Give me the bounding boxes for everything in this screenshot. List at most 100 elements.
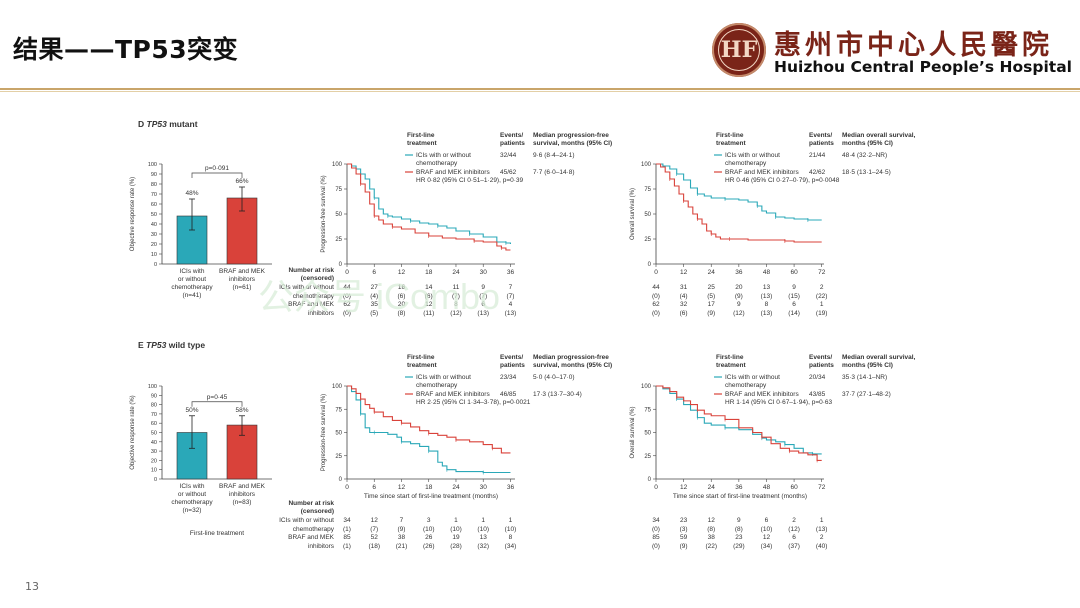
km-legend-median-header: survival, months (95% CI) (533, 362, 612, 369)
risk-table-title: (censored) (301, 275, 334, 282)
risk-censored: (0) (652, 526, 660, 533)
km-legend-events-header: patients (809, 140, 834, 147)
risk-count: 7 (400, 517, 404, 524)
km-y-tick-label: 50 (644, 212, 651, 218)
risk-count: 34 (343, 517, 351, 524)
risk-censored: (34) (505, 543, 517, 550)
km-legend-group-label: BRAF and MEK inhibitors (725, 391, 799, 398)
km-x-tick-label: 12 (398, 484, 406, 491)
risk-censored: (12) (788, 526, 800, 533)
orr-category-label: or without (178, 276, 206, 283)
risk-censored: (7) (452, 293, 460, 300)
risk-table-title: (censored) (301, 508, 334, 515)
orr-y-tick-label: 20 (151, 242, 157, 248)
risk-table-group-label: ICIs with or without (279, 284, 334, 291)
km-legend-header: treatment (407, 140, 437, 147)
km-x-tick-label: 0 (654, 269, 658, 276)
risk-count: 1 (820, 301, 824, 308)
risk-count: 12 (371, 517, 379, 524)
risk-censored: (5) (370, 310, 378, 317)
km-legend-group-label: chemotherapy (725, 160, 767, 167)
risk-count: 62 (343, 301, 351, 308)
km-curve (347, 163, 511, 251)
km-y-tick-label: 50 (335, 212, 342, 218)
panel-E: E TP53 wild type 0102030405060708090100Ob… (130, 340, 916, 550)
km-y-tick-label: 75 (335, 407, 342, 413)
km-legend-events: 20/34 (809, 374, 826, 381)
risk-censored: (9) (680, 543, 688, 550)
risk-count: 31 (680, 284, 688, 291)
km-legend-median: 17·3 (13·7–30·4) (533, 391, 582, 398)
risk-count: 35 (371, 301, 379, 308)
orr-y-tick-label: 100 (148, 384, 157, 390)
km-x-tick-label: 24 (708, 484, 716, 491)
km-legend-median-header: survival, months (95% CI) (533, 140, 612, 147)
km-x-tick-label: 30 (480, 484, 488, 491)
orr-category-label: ICIs with (180, 268, 205, 275)
orr-y-tick-label: 10 (151, 252, 157, 258)
km-hazard-ratio: HR 0·82 (95% CI 0·51–1·29), p=0·39 (416, 177, 524, 184)
risk-table-title: Number at risk (288, 267, 334, 274)
km-y-axis-label: Progression-free survival (%) (321, 175, 327, 252)
km-legend-header: treatment (716, 362, 746, 369)
risk-censored: (9) (707, 310, 715, 317)
orr-category-label: ICIs with (180, 483, 205, 490)
risk-count: 12 (708, 517, 716, 524)
km-legend-median: 18·5 (13·1–24·5) (842, 169, 891, 176)
risk-censored: (19) (816, 310, 828, 317)
km-legend-group-label: ICIs with or without (416, 374, 471, 381)
orr-y-tick-label: 10 (151, 468, 157, 474)
km-legend-header: First-line (716, 132, 744, 139)
km-x-tick-label: 12 (398, 269, 406, 276)
km-legend-events-header: Events/ (500, 354, 523, 361)
risk-count: 23 (735, 534, 743, 541)
risk-count: 8 (765, 301, 769, 308)
km-legend-events: 42/62 (809, 169, 826, 176)
km-legend-median: 37·7 (27·1–48·2) (842, 391, 891, 398)
km-curve (347, 163, 512, 244)
orr-value-label: 48% (185, 190, 198, 197)
orr-y-tick-label: 60 (151, 421, 157, 427)
risk-count: 38 (708, 534, 716, 541)
orr-category-label: (n=41) (183, 292, 202, 299)
risk-censored: (4) (680, 293, 688, 300)
orr-category-label: chemotherapy (171, 499, 213, 506)
risk-table-title: Number at risk (288, 500, 334, 507)
km-y-tick-label: 75 (644, 187, 651, 193)
risk-censored: (7) (506, 293, 514, 300)
km-legend-events: 21/44 (809, 152, 826, 159)
risk-table-group-label: inhibitors (308, 543, 335, 550)
km-legend-median-header: Median progression-free (533, 132, 609, 139)
risk-count: 85 (652, 534, 660, 541)
risk-table-group-label: inhibitors (308, 310, 335, 317)
title-divider-thin (0, 91, 1080, 92)
risk-count: 62 (652, 301, 660, 308)
risk-count: 1 (820, 517, 824, 524)
orr-category-label: (n=83) (233, 499, 252, 506)
orr-category-label: chemotherapy (171, 284, 213, 291)
km-legend-group-label: BRAF and MEK inhibitors (725, 169, 799, 176)
km-legend-events-header: patients (500, 140, 525, 147)
km-x-tick-label: 24 (452, 484, 460, 491)
km-legend-median: 35·3 (14·1–NR) (842, 374, 887, 381)
risk-count: 1 (481, 517, 485, 524)
orr-bar-chart: 0 10 20 30 40 50 60 70 80 90 100 Objective response… (130, 384, 272, 537)
panel-header: E TP53 wild type (138, 340, 205, 350)
risk-censored: (0) (652, 293, 660, 300)
km-x-tick-label: 18 (425, 269, 433, 276)
orr-y-tick-label: 40 (151, 222, 157, 228)
risk-censored: (1) (343, 526, 351, 533)
km-x-tick-label: 24 (452, 269, 460, 276)
risk-count: 17 (708, 301, 716, 308)
orr-category-label: BRAF and MEK (219, 483, 266, 490)
risk-count: 9 (792, 284, 796, 291)
risk-count: 1 (509, 517, 513, 524)
km-y-tick-label: 0 (339, 477, 343, 483)
km-x-tick-label: 36 (507, 269, 515, 276)
orr-y-tick-label: 80 (151, 403, 157, 409)
km-legend-group-label: ICIs with or without (416, 152, 471, 159)
risk-count: 6 (792, 301, 796, 308)
km-y-tick-label: 100 (641, 384, 652, 390)
